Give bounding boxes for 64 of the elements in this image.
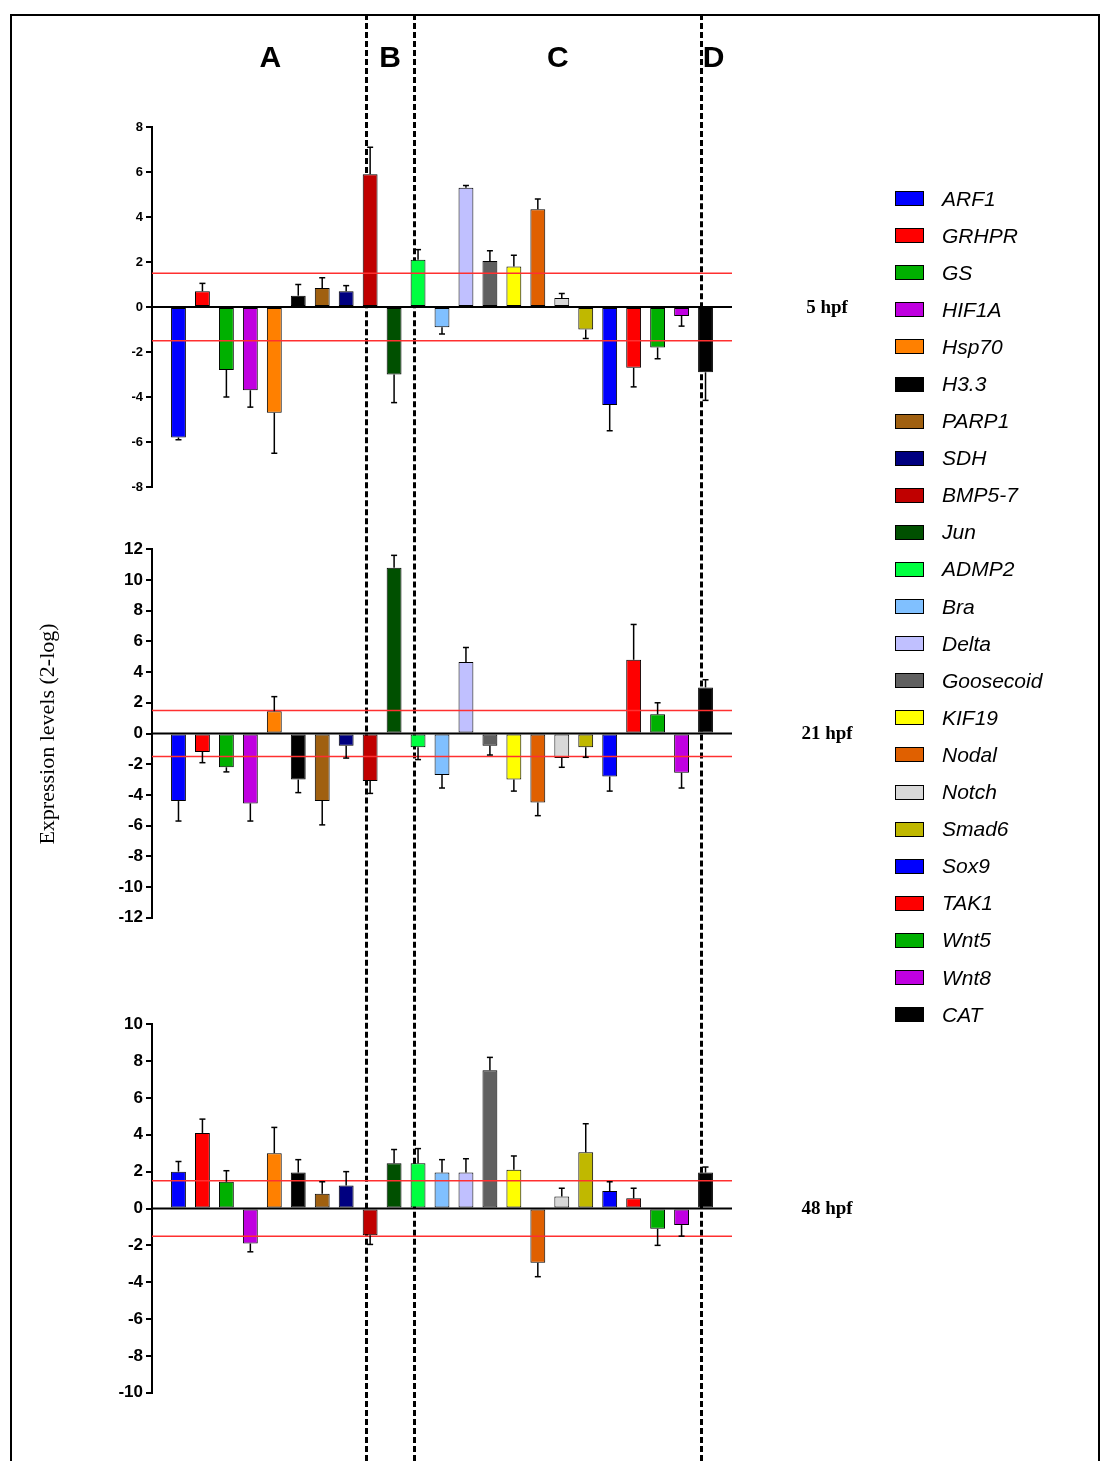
y-tick-label: -2 — [127, 1235, 143, 1255]
y-axis-title: Expression levels (2-log) — [34, 622, 60, 845]
legend-label: Jun — [942, 520, 976, 545]
legend-label: PARP1 — [942, 409, 1010, 434]
legend-label: GRHPR — [942, 223, 1018, 248]
text: D — [701, 40, 726, 74]
y-tick-label: -12 — [118, 907, 143, 927]
legend-label: KIF19 — [942, 705, 999, 730]
y-tick-label: 2 — [133, 1161, 143, 1181]
y-tick-label: 2 — [135, 253, 143, 269]
text: 21 hpf — [800, 721, 854, 745]
legend-label: SDH — [942, 446, 987, 471]
legend-label: Wnt5 — [942, 928, 992, 953]
legend-label: Smad6 — [942, 817, 1009, 842]
y-tick-label: 6 — [133, 1087, 143, 1107]
y-tick-label: 4 — [133, 661, 144, 681]
legend-label: Wnt8 — [942, 965, 992, 990]
y-tick-label: -8 — [131, 478, 143, 494]
y-tick-label: 10 — [124, 569, 143, 589]
text: A — [258, 40, 283, 74]
y-tick-label: -6 — [131, 433, 143, 449]
legend-label: Notch — [942, 780, 997, 805]
text: C — [545, 40, 570, 74]
text: B — [378, 40, 402, 74]
y-tick-label: 10 — [124, 1013, 143, 1033]
y-tick-label: 6 — [135, 163, 143, 179]
y-tick-label: -4 — [127, 784, 144, 804]
legend-label: HIF1A — [942, 297, 1002, 322]
y-tick-label: 8 — [133, 600, 143, 620]
legend-label: Delta — [942, 631, 992, 656]
y-tick-label: 12 — [124, 538, 143, 558]
y-tick-label: 0 — [133, 723, 143, 743]
legend-label: TAK1 — [942, 891, 993, 916]
y-tick-label: -10 — [118, 1382, 143, 1402]
y-tick-label: 8 — [133, 1050, 143, 1070]
y-tick-label: 4 — [133, 1124, 144, 1144]
text: 48 hpf — [800, 1196, 854, 1220]
y-tick-label: -6 — [127, 1308, 143, 1328]
y-tick-label: -8 — [127, 846, 143, 866]
y-tick-label: 6 — [133, 631, 143, 651]
legend-label: CAT — [942, 1002, 983, 1027]
y-tick-label: -2 — [131, 343, 143, 359]
y-tick-label: -8 — [127, 1345, 143, 1365]
y-tick-label: -6 — [127, 815, 143, 835]
y-tick-label: -4 — [127, 1271, 144, 1291]
y-tick-label: 8 — [135, 118, 143, 134]
legend-label: ARF1 — [942, 186, 996, 211]
y-tick-label: 0 — [135, 298, 143, 314]
legend-label: ADMP2 — [942, 557, 1015, 582]
legend-label: H3.3 — [942, 372, 987, 397]
y-tick-label: -2 — [127, 753, 143, 773]
legend-label: Goosecoid — [942, 668, 1043, 693]
legend-label: GS — [942, 260, 973, 285]
legend-label: Nodal — [942, 742, 997, 767]
legend-label: Bra — [942, 594, 975, 619]
y-tick-label: 4 — [135, 208, 144, 224]
y-tick-label: -4 — [131, 388, 144, 404]
y-tick-label: 2 — [133, 692, 143, 712]
y-tick-label: -10 — [118, 876, 143, 896]
legend-label: Sox9 — [942, 854, 990, 879]
legend-label: Hsp70 — [942, 334, 1003, 359]
text: 5 hpf — [805, 295, 849, 319]
legend-label: BMP5-7 — [942, 483, 1018, 508]
y-tick-label: 0 — [133, 1198, 143, 1218]
